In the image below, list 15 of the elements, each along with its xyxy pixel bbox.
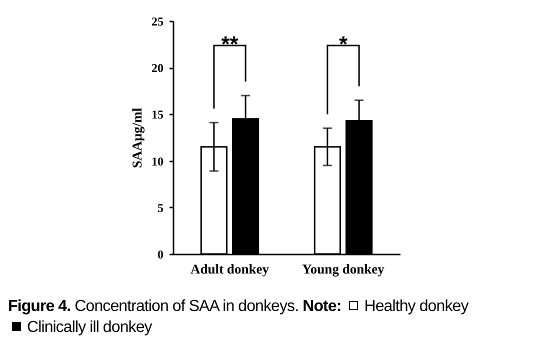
y-axis-title: SAAµg/ml xyxy=(130,108,144,168)
y-tick-label: 25 xyxy=(152,14,164,28)
annotation: * xyxy=(338,31,348,56)
legend-label: Healthy donkey xyxy=(364,298,468,315)
y-tick-label: 10 xyxy=(152,154,164,168)
legend-title: Note: xyxy=(302,298,342,315)
y-tick-label: 20 xyxy=(152,61,164,76)
legend-label: Clinically ill donkey xyxy=(27,319,152,336)
y-tick-label: 0 xyxy=(158,248,164,262)
x-tick-label: Adult donkey xyxy=(190,262,270,276)
y-tick-label: 5 xyxy=(158,200,164,215)
x-tick-label: Young donkey xyxy=(302,262,385,276)
y-tick-label: 15 xyxy=(152,108,164,122)
annotation: ** xyxy=(221,31,239,56)
text: Figure 4. Concentration of SAA in donkeys. xyxy=(8,298,299,315)
